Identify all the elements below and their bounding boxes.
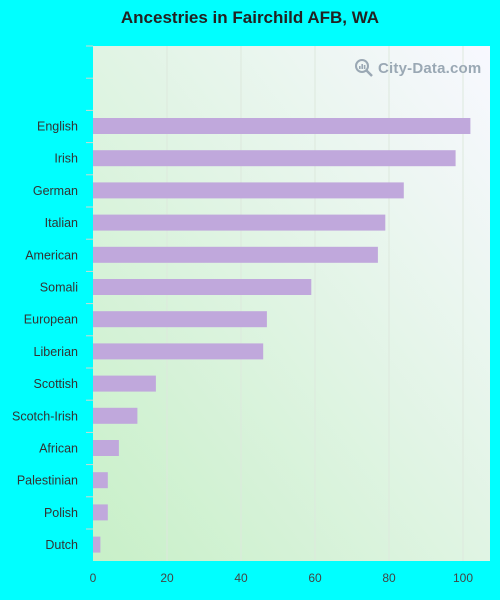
category-label: Irish (54, 152, 78, 166)
bar-liberian[interactable] (93, 343, 264, 360)
category-label: Dutch (45, 538, 78, 552)
bar-european[interactable] (93, 311, 267, 328)
x-tick-label: 0 (90, 571, 97, 585)
category-label: Polish (44, 506, 78, 520)
x-tick-label: 20 (160, 571, 174, 585)
bar-polish[interactable] (93, 504, 108, 521)
category-label: Somali (40, 281, 78, 295)
bar-somali[interactable] (93, 279, 312, 295)
category-labels: English Irish German Italian American Somali E… (12, 120, 78, 553)
bar-irish[interactable] (93, 150, 456, 167)
category-label: European (24, 313, 78, 327)
magnifier-icon (355, 59, 373, 77)
category-label: Liberian (34, 345, 79, 359)
category-label: American (25, 248, 78, 262)
category-label: English (37, 120, 78, 134)
category-label: African (39, 442, 78, 456)
bars (93, 118, 471, 553)
watermark: City-Data.com (354, 58, 481, 78)
x-tick-label: 40 (234, 571, 248, 585)
bar-english[interactable] (93, 118, 471, 134)
chart-title: Ancestries in Fairchild AFB, WA (120, 8, 380, 27)
x-tick-labels: 0 20 40 60 80 100 (90, 571, 474, 585)
bar-german[interactable] (93, 182, 404, 199)
bar-african[interactable] (93, 440, 119, 456)
category-label: Scotch-Irish (12, 409, 78, 423)
x-tick-label: 80 (382, 571, 396, 585)
category-label: Italian (45, 216, 78, 230)
bar-palestinian[interactable] (93, 472, 108, 489)
bar-dutch[interactable] (93, 536, 101, 553)
category-label: German (33, 184, 78, 198)
category-label: Scottish (34, 377, 79, 391)
bar-scotch-irish[interactable] (93, 407, 138, 424)
watermark-text: City-Data.com (378, 59, 482, 77)
x-tick-label: 100 (453, 571, 473, 585)
x-tick-label: 60 (308, 571, 322, 585)
bar-american[interactable] (93, 246, 378, 263)
bar-italian[interactable] (93, 214, 386, 231)
category-label: Palestinian (17, 474, 78, 488)
bar-scottish[interactable] (93, 375, 156, 392)
